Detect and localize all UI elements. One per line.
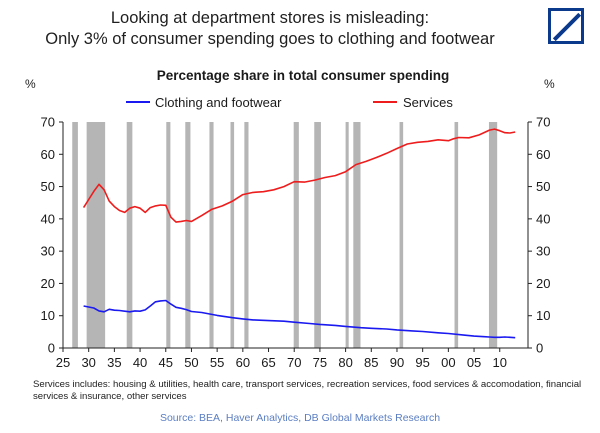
recession-band-9 xyxy=(314,122,321,348)
y-tick-label-left: 40 xyxy=(41,211,55,226)
y-tick-label-right: 70 xyxy=(536,115,550,130)
y-tick-label-left: 20 xyxy=(41,276,55,291)
recession-band-11 xyxy=(353,122,361,348)
x-tick-label: 10 xyxy=(493,355,507,370)
services-footnote: Services includes: housing & utilities, … xyxy=(33,379,582,402)
y-tick-label-right: 20 xyxy=(536,276,550,291)
x-tick-label: 85 xyxy=(364,355,378,370)
x-tick-label: 70 xyxy=(287,355,301,370)
x-tick-label: 55 xyxy=(210,355,224,370)
y-tick-label-right: 60 xyxy=(536,147,550,162)
clothing-footwear-line xyxy=(83,299,516,339)
x-tick-label: 35 xyxy=(107,355,121,370)
y-tick-label-left: 30 xyxy=(41,244,55,259)
legend: Clothing and footwear Services xyxy=(126,95,453,110)
x-tick-label: 25 xyxy=(56,355,70,370)
x-tick-label: 75 xyxy=(313,355,327,370)
recession-band-7 xyxy=(244,122,249,348)
source-note: Source: BEA, Haver Analytics, DB Global … xyxy=(159,412,441,424)
deutsche-bank-logo: deutsche-bank-logo xyxy=(548,8,584,44)
y-tick-label-left: 70 xyxy=(41,115,55,130)
recession-band-0 xyxy=(72,122,78,348)
x-tick-label: 65 xyxy=(261,355,275,370)
x-tick-label: 60 xyxy=(236,355,250,370)
y-tick-label-left: 0 xyxy=(48,341,55,356)
y-tick-label-right: 50 xyxy=(536,179,550,194)
y-tick-label-right: 30 xyxy=(536,244,550,259)
y-tick-label-left: 50 xyxy=(41,179,55,194)
recession-band-2 xyxy=(126,122,133,348)
x-tick-label: 90 xyxy=(390,355,404,370)
recession-band-5 xyxy=(209,122,214,348)
series-lines xyxy=(82,128,516,339)
recession-band-10 xyxy=(345,122,349,348)
y-tick-label-right: 0 xyxy=(536,341,543,356)
x-tick-label: 40 xyxy=(133,355,147,370)
recession-bands xyxy=(72,122,498,348)
x-tick-label: 30 xyxy=(81,355,95,370)
y-tick-label-right: 10 xyxy=(536,308,550,323)
y-tick-label-right: 40 xyxy=(536,211,550,226)
legend-services-label: Services xyxy=(403,95,453,110)
recession-band-3 xyxy=(166,122,171,348)
recession-band-1 xyxy=(86,122,106,348)
services-line xyxy=(82,128,516,223)
chart-headline-line-1: Looking at department stores is misleadi… xyxy=(110,9,430,27)
x-tick-label: 00 xyxy=(441,355,455,370)
x-tick-label: 50 xyxy=(184,355,198,370)
x-tick-label: 05 xyxy=(467,355,481,370)
x-tick-label: 80 xyxy=(338,355,352,370)
left-axis-unit: % xyxy=(25,77,36,91)
recession-band-12 xyxy=(399,122,404,348)
recession-band-6 xyxy=(230,122,235,348)
legend-clothing-label: Clothing and footwear xyxy=(155,95,282,110)
recession-band-4 xyxy=(185,122,191,348)
x-tick-label: 95 xyxy=(415,355,429,370)
x-tick-label: 45 xyxy=(159,355,173,370)
recession-band-8 xyxy=(293,122,299,348)
recession-band-13 xyxy=(454,122,459,348)
y-tick-label-left: 10 xyxy=(41,308,55,323)
recession-band-14 xyxy=(488,122,498,348)
right-axis-unit: % xyxy=(544,77,555,91)
chart-title: Percentage share in total consumer spend… xyxy=(157,68,450,83)
chart-headline-line-2: Only 3% of consumer spending goes to clo… xyxy=(45,30,495,48)
y-tick-label-left: 60 xyxy=(41,147,55,162)
